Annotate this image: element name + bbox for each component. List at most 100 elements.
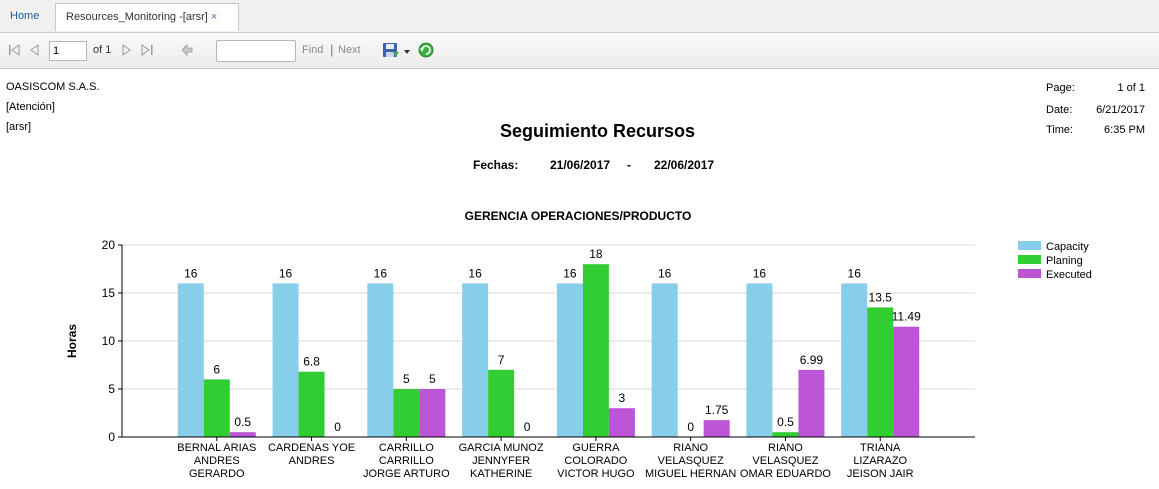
x-tick-label: RIANO [768, 442, 803, 454]
bar-planing [867, 307, 894, 437]
back-icon[interactable] [181, 44, 193, 56]
user-label: [arsr] [6, 121, 32, 133]
y-tick-label: 0 [108, 430, 115, 444]
tab-home[interactable]: Home [0, 3, 52, 31]
first-page-icon[interactable] [9, 44, 20, 56]
bar-executed [419, 389, 446, 437]
legend-swatch [1018, 255, 1041, 264]
prev-page-icon[interactable] [30, 44, 39, 56]
x-tick-label: JEISON JAIR [847, 468, 914, 480]
data-label: 16 [658, 266, 672, 280]
next-page-icon[interactable] [122, 44, 131, 56]
x-tick-label: VELASQUEZ [752, 455, 818, 467]
data-label: 16 [279, 266, 293, 280]
bar-capacity [177, 283, 204, 437]
bar-capacity [556, 283, 583, 437]
legend-label: Executed [1046, 269, 1092, 281]
refresh-icon[interactable] [418, 42, 434, 58]
page-count-label: of 1 [93, 44, 112, 56]
x-tick-label: ANDRES [194, 455, 240, 467]
x-tick-label: OMAR EDUARDO [740, 468, 832, 480]
x-tick-label: CARRILLO [379, 455, 434, 467]
bar-capacity [841, 283, 868, 437]
time-label: Time: [1046, 124, 1074, 136]
close-icon[interactable]: × [210, 11, 218, 23]
bar-executed [798, 369, 825, 437]
bar-executed [893, 326, 920, 437]
x-tick-label: KATHERINE [470, 468, 532, 480]
export-save-icon[interactable] [383, 43, 399, 57]
bar-planing [582, 264, 609, 437]
next-link[interactable]: Next [338, 44, 361, 56]
page-number-input[interactable] [49, 41, 87, 61]
data-label: 5 [429, 372, 436, 386]
date-label: Date: [1046, 104, 1073, 116]
tab-resources-label: Resources_Monitoring -[arsr] [66, 11, 208, 23]
bar-capacity [651, 283, 678, 437]
data-label: 18 [589, 247, 603, 261]
data-label: 3 [619, 391, 626, 405]
find-link[interactable]: Find [302, 44, 324, 56]
bar-executed [703, 420, 730, 437]
x-tick-label: RIANO [673, 442, 708, 454]
bar-capacity [462, 283, 489, 437]
fechas-label: Fechas: [473, 158, 519, 172]
y-tick-label: 10 [102, 334, 116, 348]
chart-legend: Capacity Planing Executed [1018, 241, 1092, 281]
x-tick-label: CARDENAS YOE [268, 442, 355, 454]
bar-planing [488, 369, 515, 437]
find-separator: | [330, 44, 333, 56]
x-tick-label: JORGE ARTURO [363, 468, 450, 480]
x-tick-label: JENNYFER [472, 455, 530, 467]
y-axis-label: Horas [65, 324, 79, 358]
bar-planing [772, 432, 799, 437]
legend-swatch [1018, 241, 1041, 250]
data-label: 7 [498, 353, 505, 367]
time-value: 6:35 PM [1104, 124, 1145, 136]
y-tick-label: 15 [102, 286, 116, 300]
data-label: 0 [334, 420, 341, 434]
bar-capacity [367, 283, 394, 437]
data-label: 6 [213, 362, 220, 376]
find-input[interactable] [216, 40, 296, 62]
data-label: 16 [184, 266, 198, 280]
data-label: 5 [403, 372, 410, 386]
x-tick-label: GUERRA [572, 442, 620, 454]
data-label: 16 [374, 266, 388, 280]
x-tick-label: ANDRES [289, 455, 335, 467]
x-tick-label: TRIANA [860, 442, 901, 454]
dropdown-icon[interactable] [404, 50, 410, 54]
tab-resources-monitoring[interactable]: Resources_Monitoring -[arsr] × [55, 3, 239, 31]
data-label: 6.99 [800, 353, 824, 367]
legend-label: Capacity [1046, 241, 1089, 253]
y-tick-label: 20 [102, 238, 116, 252]
data-label: 1.75 [705, 403, 729, 417]
x-tick-label: VELASQUEZ [658, 455, 724, 467]
bar-capacity [746, 283, 773, 437]
toolbar-icons [9, 42, 434, 58]
x-tick-label: CARRILLO [379, 442, 434, 454]
data-label: 16 [848, 266, 862, 280]
chart-title: GERENCIA OPERACIONES/PRODUCTO [465, 209, 692, 223]
x-tick-label: MIGUEL HERNAN [645, 468, 736, 480]
tab-bar: Home Resources_Monitoring -[arsr] × [0, 0, 1159, 33]
attention-label: [Atención] [6, 101, 55, 113]
fecha-to: 22/06/2017 [654, 158, 715, 172]
data-label: 16 [468, 266, 482, 280]
page-info-value: 1 of 1 [1117, 82, 1145, 94]
chart-grid [122, 244, 975, 390]
x-tick-label: GARCIA MUNOZ [459, 442, 544, 454]
page-info-label: Page: [1046, 82, 1075, 94]
data-label: 0 [687, 420, 694, 434]
fecha-dash: - [627, 158, 631, 172]
last-page-icon[interactable] [141, 44, 153, 56]
bar-executed [229, 432, 256, 437]
legend-swatch [1018, 269, 1041, 278]
x-tick-label: COLORADO [564, 455, 627, 467]
x-tick-label: BERNAL ARIAS [177, 442, 256, 454]
bar-capacity [272, 283, 299, 437]
legend-label: Planing [1046, 255, 1083, 267]
bar-planing [298, 371, 325, 437]
x-tick-label: GERARDO [189, 468, 245, 480]
